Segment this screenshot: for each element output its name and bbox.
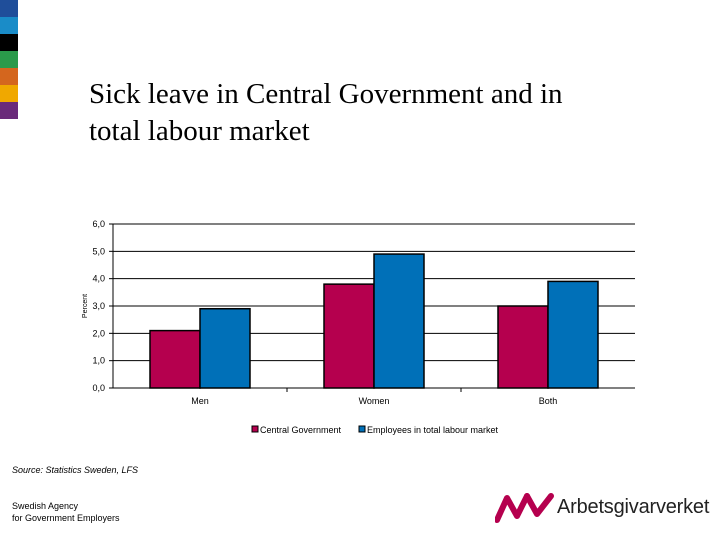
y-tick-label: 2,0 [92, 328, 105, 338]
color-stripe-5 [0, 85, 18, 102]
color-stripe-3 [0, 51, 18, 68]
logo-text: Arbetsgivarverket [557, 496, 710, 518]
bar-women-series-1 [373, 253, 425, 389]
bar-women-series-0 [323, 283, 375, 389]
arbetsgivarverket-logo-icon [494, 493, 554, 523]
arbetsgivarverket-logo: Arbetsgivarverket [494, 490, 710, 526]
legend-swatch-0 [251, 425, 259, 433]
color-stripe-4 [0, 68, 18, 85]
slide-title: Sick leave in Central Government and in t… [89, 76, 689, 150]
bar-both-series-1 [547, 280, 599, 389]
y-tick-label: 4,0 [92, 274, 105, 284]
color-stripe-1 [0, 17, 18, 34]
title-line-2: total labour market [89, 115, 310, 147]
source-note: Source: Statistics Sweden, LFS [12, 465, 139, 475]
color-stripe-bar [0, 0, 18, 119]
x-tick-label: Women [359, 396, 390, 406]
y-tick-label: 5,0 [92, 246, 105, 256]
org-line-1: Swedish Agency [12, 501, 79, 511]
legend-label-1: Employees in total labour market [367, 425, 499, 435]
y-tick-label: 3,0 [92, 301, 105, 311]
title-line-1: Sick leave in Central Government and in [89, 78, 563, 110]
color-stripe-0 [0, 0, 18, 17]
color-stripe-2 [0, 34, 18, 51]
organization-name: Swedish Agency for Government Employers [12, 500, 120, 524]
legend-label-0: Central Government [260, 425, 342, 435]
bar-men-series-1 [199, 307, 251, 389]
org-line-2: for Government Employers [12, 513, 120, 523]
color-stripe-6 [0, 102, 18, 119]
bar-both-series-0 [497, 305, 549, 389]
x-tick-label: Men [191, 396, 209, 406]
y-tick-label: 0,0 [92, 383, 105, 393]
y-tick-label: 1,0 [92, 356, 105, 366]
y-axis-label: Percent [82, 294, 89, 318]
y-tick-label: 6,0 [92, 219, 105, 229]
x-tick-label: Both [539, 396, 558, 406]
bar-men-series-0 [149, 329, 201, 389]
legend-swatch-1 [358, 425, 366, 433]
